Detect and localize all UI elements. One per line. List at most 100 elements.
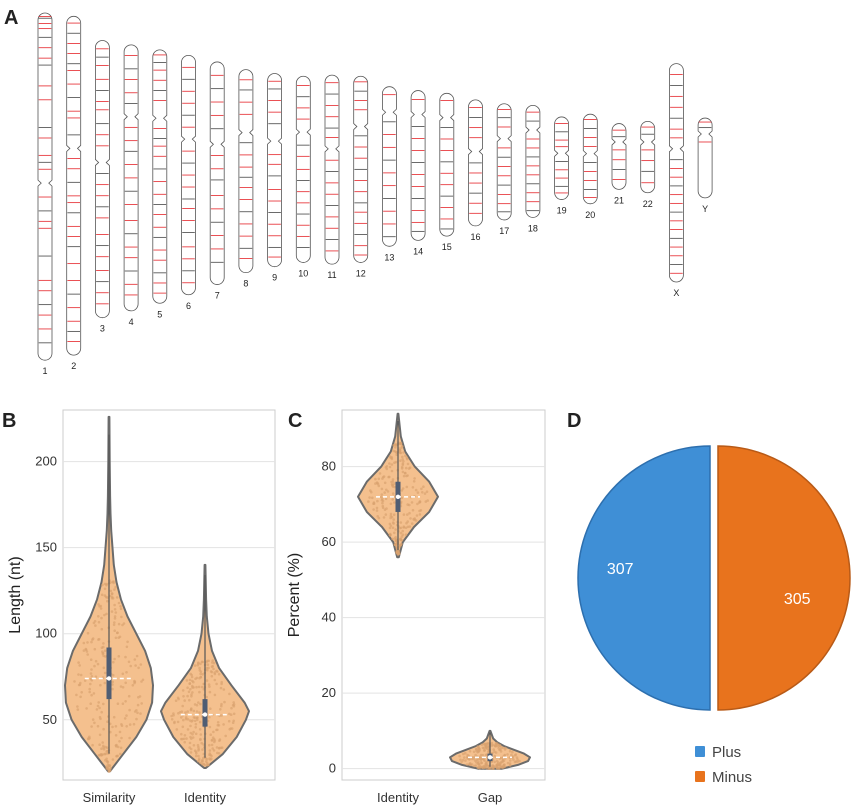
data-point bbox=[198, 720, 202, 724]
data-point bbox=[499, 762, 502, 766]
data-point bbox=[136, 711, 139, 715]
data-point bbox=[102, 748, 106, 751]
data-point bbox=[202, 743, 205, 746]
data-point bbox=[98, 743, 101, 746]
legend-label-plus: Plus bbox=[712, 744, 741, 761]
data-point bbox=[217, 672, 221, 676]
data-point bbox=[209, 733, 212, 736]
data-point bbox=[207, 659, 210, 663]
chromosome-label: 22 bbox=[643, 199, 653, 209]
data-point bbox=[398, 451, 402, 455]
chromosome-label: 13 bbox=[384, 252, 394, 262]
data-point bbox=[111, 687, 114, 691]
data-point bbox=[96, 724, 100, 728]
data-point bbox=[135, 654, 139, 658]
data-point bbox=[380, 493, 384, 496]
data-point bbox=[484, 764, 488, 768]
data-point bbox=[411, 508, 415, 512]
data-point bbox=[176, 720, 180, 724]
data-point bbox=[186, 694, 189, 698]
data-point bbox=[486, 747, 489, 750]
data-point bbox=[88, 690, 91, 694]
median-point bbox=[106, 676, 112, 681]
data-point bbox=[383, 491, 387, 494]
data-point bbox=[208, 753, 211, 757]
data-point bbox=[182, 695, 185, 698]
chromosome-X: X bbox=[669, 63, 684, 298]
data-point bbox=[195, 685, 198, 689]
data-point bbox=[101, 650, 104, 653]
violin-points bbox=[367, 441, 430, 556]
data-point bbox=[119, 746, 123, 750]
data-point bbox=[459, 758, 462, 762]
data-point bbox=[97, 701, 100, 704]
data-point bbox=[125, 645, 129, 649]
data-point bbox=[222, 688, 226, 691]
data-point bbox=[391, 526, 395, 530]
data-point bbox=[395, 546, 399, 549]
data-point bbox=[125, 671, 128, 674]
violin-points bbox=[73, 579, 145, 773]
data-point bbox=[194, 732, 198, 736]
data-point bbox=[401, 533, 405, 536]
chromosome-outline bbox=[324, 74, 340, 265]
pie-slice-plus: 307 bbox=[577, 445, 711, 711]
data-point bbox=[134, 664, 137, 667]
chromosome-outline bbox=[496, 103, 512, 221]
data-point bbox=[128, 723, 132, 726]
iqr-box bbox=[106, 647, 112, 700]
data-point bbox=[113, 621, 116, 624]
chromosome-17: 17 bbox=[496, 103, 512, 236]
data-point bbox=[493, 754, 497, 758]
data-point bbox=[80, 691, 83, 694]
data-point bbox=[382, 475, 386, 478]
data-point bbox=[393, 531, 396, 535]
data-point bbox=[113, 603, 116, 607]
data-point bbox=[391, 492, 395, 495]
chromosome-label: 21 bbox=[614, 195, 624, 205]
data-point bbox=[480, 765, 484, 769]
data-point bbox=[476, 766, 480, 769]
data-point bbox=[389, 514, 393, 518]
data-point bbox=[394, 446, 397, 449]
data-point bbox=[79, 673, 83, 677]
data-point bbox=[111, 683, 114, 686]
data-point bbox=[398, 546, 401, 549]
data-point bbox=[108, 764, 111, 767]
data-point bbox=[375, 509, 379, 512]
data-point bbox=[468, 750, 472, 753]
data-point bbox=[91, 718, 95, 721]
data-point bbox=[490, 760, 494, 764]
data-point bbox=[402, 451, 405, 454]
data-point bbox=[421, 491, 424, 494]
chromosome-label: 12 bbox=[356, 268, 366, 278]
data-point bbox=[208, 715, 211, 719]
chromosome-outline bbox=[439, 92, 455, 237]
chromosome-label: 17 bbox=[499, 226, 509, 236]
median-point bbox=[395, 494, 401, 500]
data-point bbox=[395, 551, 398, 554]
data-point bbox=[198, 711, 201, 714]
chromosome-label: 2 bbox=[71, 361, 76, 371]
data-point bbox=[114, 585, 117, 589]
data-point bbox=[103, 671, 107, 675]
data-point bbox=[113, 588, 116, 591]
data-point bbox=[382, 516, 386, 519]
data-point bbox=[102, 727, 105, 731]
data-point bbox=[191, 691, 194, 694]
data-point bbox=[186, 710, 189, 713]
data-point bbox=[206, 763, 210, 767]
data-point bbox=[182, 737, 186, 741]
data-point bbox=[100, 593, 104, 597]
data-point bbox=[121, 686, 125, 689]
data-point bbox=[79, 695, 82, 699]
data-point bbox=[102, 642, 105, 645]
data-point bbox=[140, 702, 143, 705]
chromosome-Y: Y bbox=[697, 117, 713, 214]
data-point bbox=[103, 649, 107, 652]
data-point bbox=[212, 730, 215, 734]
violin-identity bbox=[357, 412, 439, 559]
data-point bbox=[406, 462, 410, 466]
data-point bbox=[409, 517, 412, 520]
data-point bbox=[199, 702, 202, 706]
